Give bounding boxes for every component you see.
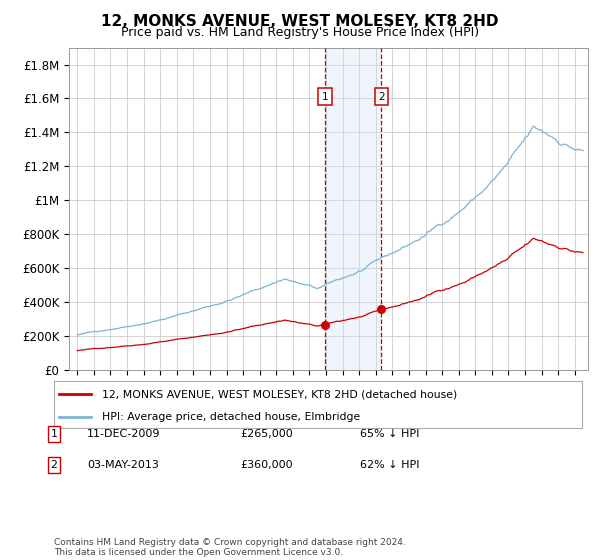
- Text: £360,000: £360,000: [240, 460, 293, 470]
- Text: 1: 1: [50, 429, 58, 439]
- Point: [320, 320, 330, 329]
- Text: 03-MAY-2013: 03-MAY-2013: [87, 460, 159, 470]
- Text: 62% ↓ HPI: 62% ↓ HPI: [360, 460, 419, 470]
- Text: Price paid vs. HM Land Registry's House Price Index (HPI): Price paid vs. HM Land Registry's House …: [121, 26, 479, 39]
- Text: 2: 2: [50, 460, 58, 470]
- Text: £265,000: £265,000: [240, 429, 293, 439]
- Text: 2: 2: [378, 92, 385, 102]
- Text: Contains HM Land Registry data © Crown copyright and database right 2024.
This d: Contains HM Land Registry data © Crown c…: [54, 538, 406, 557]
- Text: 65% ↓ HPI: 65% ↓ HPI: [360, 429, 419, 439]
- Text: 12, MONKS AVENUE, WEST MOLESEY, KT8 2HD: 12, MONKS AVENUE, WEST MOLESEY, KT8 2HD: [101, 14, 499, 29]
- Text: HPI: Average price, detached house, Elmbridge: HPI: Average price, detached house, Elmb…: [101, 412, 360, 422]
- Bar: [325, 48, 382, 370]
- Text: 11-DEC-2009: 11-DEC-2009: [87, 429, 161, 439]
- Text: 1: 1: [322, 92, 328, 102]
- Text: 12, MONKS AVENUE, WEST MOLESEY, KT8 2HD (detached house): 12, MONKS AVENUE, WEST MOLESEY, KT8 2HD …: [101, 389, 457, 399]
- Point: [377, 304, 386, 313]
